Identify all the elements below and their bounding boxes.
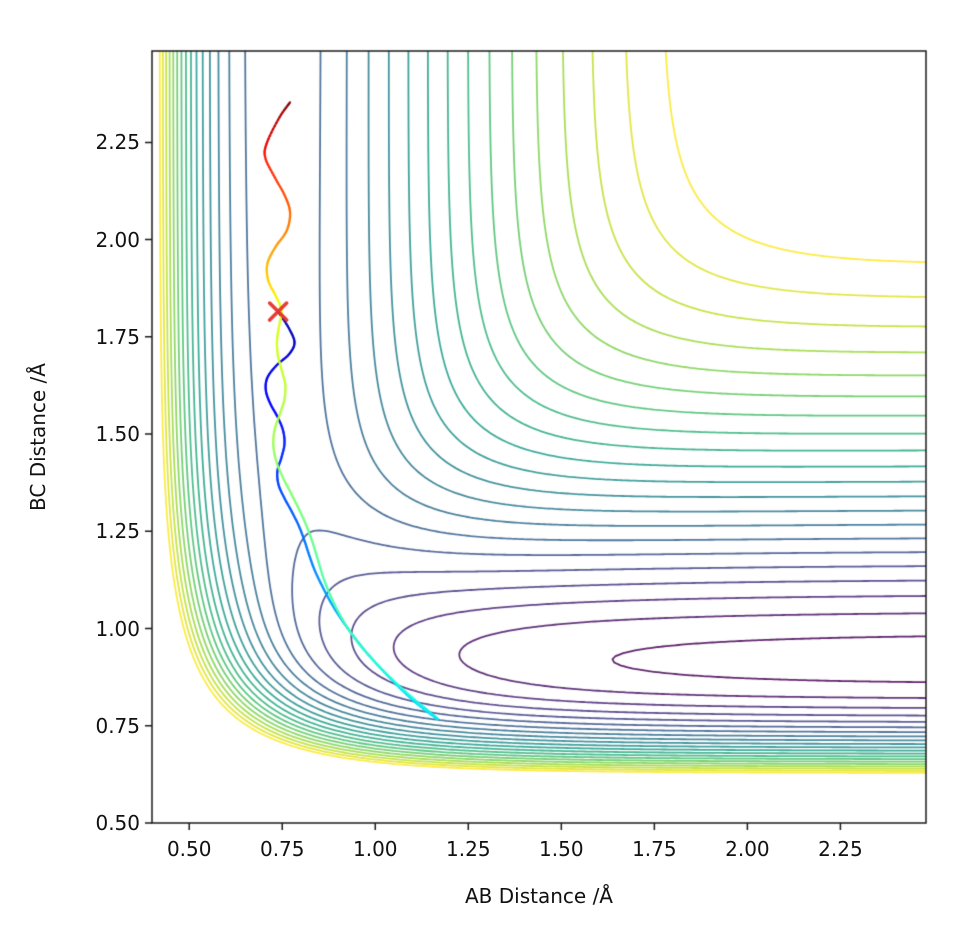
x-tick-label: 0.75 (259, 837, 305, 861)
y-tick-label: 0.75 (95, 713, 140, 738)
x-tick-label: 1.75 (632, 837, 677, 861)
y-tick-label: 2.00 (95, 227, 140, 252)
y-tick-label: 1.75 (95, 324, 140, 349)
x-axis-label: AB Distance /Å (465, 884, 613, 908)
x-tick-label: 2.25 (818, 837, 863, 861)
y-tick-label: 1.00 (95, 616, 140, 641)
y-axis-label: BC Distance /Å (26, 363, 50, 511)
x-tick-label: 1.00 (353, 837, 398, 861)
y-tick-label: 0.50 (95, 811, 140, 835)
y-tick-label: 1.25 (95, 519, 140, 544)
y-tick-label: 2.25 (95, 130, 140, 155)
x-tick-label: 2.00 (725, 837, 770, 861)
x-tick-label: 1.25 (446, 837, 491, 861)
x-tick-label: 1.50 (539, 837, 584, 861)
x-tick-label: 0.50 (166, 837, 212, 861)
y-tick-label: 1.50 (95, 422, 140, 447)
